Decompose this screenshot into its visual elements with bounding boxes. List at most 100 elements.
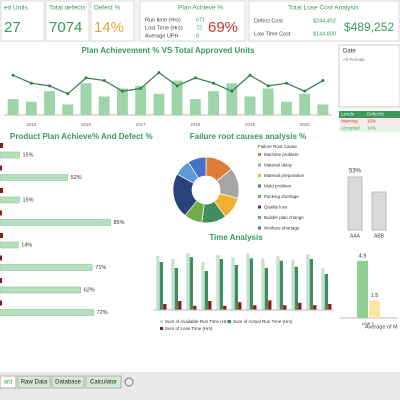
x-label: 2017 [136,122,147,127]
bar [0,286,81,294]
bar [283,305,287,310]
bar [193,305,197,310]
bar [299,93,311,115]
marker [66,92,70,96]
legend-swatch [258,226,261,230]
bar [0,264,93,271]
sheet-tab[interactable] [51,375,85,389]
table-row [339,125,400,132]
marker [157,71,161,75]
chart-title: Failure root causes analysis % [190,132,307,141]
bar [204,271,208,310]
slicer-item: All Periods [343,57,365,62]
marker [266,84,270,88]
table-cell: Warning [341,119,358,124]
bar [291,259,295,310]
table-header: Levels [341,112,355,117]
bar [234,265,238,310]
bar [44,91,56,115]
bar [0,196,20,204]
slicer-title: Date [343,49,356,55]
kpi-card [248,0,400,42]
kpi-card [90,0,135,42]
data-label: 1.5 [371,293,379,299]
x-label: 2015 [26,122,37,127]
legend-label: Material delay [264,163,293,168]
metric-label: Low Time Cost [254,31,291,37]
marker [193,76,197,80]
bar [276,256,280,310]
defect-mark [0,210,2,216]
sheet-tab-label: Raw Data [21,380,48,386]
sheet-tab[interactable] [0,375,17,389]
bar [153,93,165,115]
legend-label: Builder plan change [264,215,304,220]
sheet-tab[interactable] [17,375,51,389]
marker [321,79,325,83]
bar [261,258,265,310]
metric-label: Defect Cost [254,18,283,24]
marker [11,73,15,77]
marker [102,79,106,83]
kpi-value: 14% [94,19,124,36]
legend-swatch [258,205,261,209]
legend-label: Average of M [365,324,398,330]
data-label: 15% [23,152,34,158]
legend-swatch [258,195,261,198]
bar [268,300,272,310]
bar [159,262,163,310]
metric-value: 72 [196,25,202,31]
legend-label: Sum of Actual Run Time (Hrs) [233,319,293,324]
bar [321,268,325,310]
bar [347,176,363,231]
bar [201,262,205,310]
bar [0,151,20,159]
sheet-tab[interactable] [85,375,122,389]
defect-mark [0,143,3,148]
legend-swatch [258,216,261,219]
data-label: 14% [21,242,32,248]
legend-swatch [160,327,163,330]
bar [0,309,94,316]
marker [120,89,124,93]
bar [279,260,283,310]
bar [369,300,380,318]
kpi-value: 69% [208,19,238,36]
table-head [339,111,400,118]
bar [357,260,368,318]
metric-value: 671 [196,17,205,23]
bar [280,101,292,115]
bar [223,305,227,310]
bar [0,241,19,249]
chart-title: Time Analysis [209,233,263,242]
kpi-value: 7074 [49,19,82,36]
bar [371,191,387,231]
sheet-tab-label: Calculator [90,380,117,386]
bar [238,302,242,310]
legend-title: Failure Root Cause [258,144,297,149]
x-label: 2020 [300,122,311,127]
bar [0,219,111,226]
kpi-label: Defect % [94,5,121,12]
chart-title: Plan Achievement % VS Total Approved Uni… [81,46,255,55]
metric-value: $244,452 [313,18,336,24]
bar [7,99,19,115]
metric-value: 8 [196,33,199,39]
add-sheet[interactable] [124,377,134,387]
marker [284,81,288,85]
table-cell: 15% [367,119,376,124]
bar [208,301,212,310]
marker [29,81,33,85]
bar [189,99,201,115]
data-label: 85% [114,220,125,226]
legend-swatch [258,174,261,177]
bar [216,254,220,310]
data-label: 62% [84,287,95,293]
bar [226,83,238,115]
x-label: AAA [350,233,361,239]
bar [0,174,68,181]
bar [313,305,317,310]
slice [187,156,207,179]
bar [324,274,328,310]
